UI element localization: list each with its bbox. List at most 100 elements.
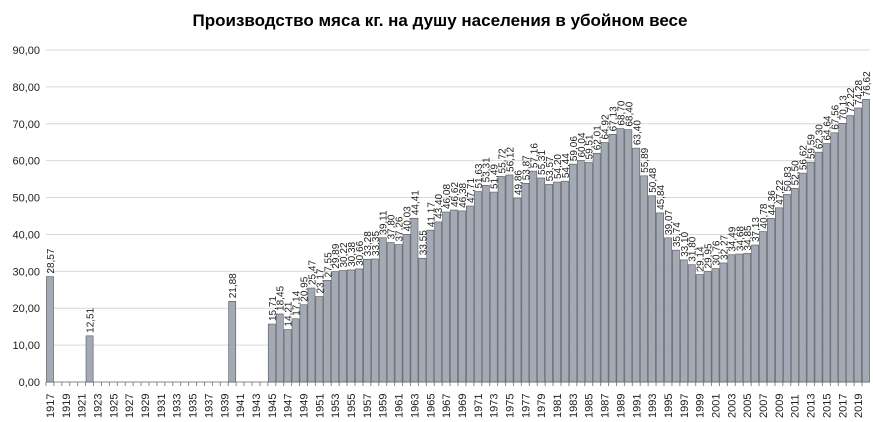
value-label: 14,21 (284, 301, 295, 326)
value-label: 54,44 (561, 153, 572, 178)
bar (624, 129, 633, 383)
value-label: 32,27 (719, 234, 730, 259)
x-tick-label: 2001 (711, 394, 723, 418)
bar (576, 160, 585, 383)
value-label: 50,83 (783, 166, 794, 191)
y-tick-label: 0,00 (19, 377, 40, 389)
value-label: 56,12 (506, 147, 517, 172)
bar (814, 151, 823, 383)
bar (608, 134, 617, 383)
value-label: 41,17 (426, 202, 437, 227)
value-label: 74,28 (854, 80, 865, 105)
value-label: 15,71 (268, 296, 279, 321)
x-tick-label: 1997 (679, 394, 691, 418)
value-label: 67,13 (609, 106, 620, 131)
bar (687, 264, 696, 383)
value-label: 20,95 (300, 276, 311, 301)
bar (521, 182, 530, 383)
value-label: 60,04 (577, 132, 588, 157)
value-label: 33,10 (680, 231, 691, 256)
x-tick-label: 2015 (821, 394, 833, 418)
x-tick-label: 1981 (552, 394, 564, 418)
bar (410, 217, 419, 383)
value-label: 49,86 (513, 170, 524, 195)
bar (458, 210, 466, 383)
value-label: 40,03 (403, 206, 414, 231)
value-label: 55,89 (640, 147, 651, 172)
x-tick-label: 1951 (314, 394, 326, 418)
x-tick-label: 1983 (568, 394, 580, 418)
x-tick-label: 1969 (457, 394, 469, 418)
x-tick-label: 1971 (473, 394, 485, 418)
bar (228, 300, 237, 383)
bar (782, 194, 791, 383)
x-tick-label: 2017 (837, 394, 849, 418)
y-tick-label: 10,00 (12, 340, 40, 352)
bar (759, 231, 767, 383)
y-tick-label: 50,00 (12, 193, 40, 205)
x-tick-label: 1955 (346, 394, 358, 418)
x-tick-label: 2013 (806, 394, 818, 418)
y-tick-label: 30,00 (12, 266, 40, 278)
value-label: 29,95 (704, 243, 715, 268)
x-tick-label: 1949 (299, 394, 311, 418)
x-tick-label: 2007 (758, 394, 770, 418)
value-label: 12,51 (86, 307, 97, 332)
x-tick-label: 1941 (235, 394, 247, 418)
bar (315, 296, 324, 383)
value-label: 28,57 (46, 248, 57, 273)
bar (46, 276, 54, 383)
value-label: 64,92 (601, 114, 612, 139)
x-tick-label: 1965 (425, 394, 437, 418)
bar (648, 195, 656, 383)
value-label: 59,51 (585, 134, 596, 159)
value-label: 57,16 (529, 143, 540, 168)
value-label: 39,11 (379, 210, 390, 235)
y-tick-label: 90,00 (12, 45, 40, 57)
bar (545, 184, 553, 383)
x-tick-label: 1993 (647, 394, 659, 418)
value-label: 76,62 (862, 71, 873, 96)
bar (331, 271, 340, 383)
value-label: 25,47 (307, 260, 318, 285)
x-tick-label: 1919 (61, 394, 73, 418)
value-label: 70,13 (838, 95, 849, 120)
x-tick-label: 2003 (726, 394, 738, 418)
x-tick-label: 1963 (409, 394, 421, 418)
bar (584, 162, 593, 383)
value-label: 40,78 (759, 203, 770, 228)
x-tick-label: 1947 (283, 394, 295, 418)
x-tick-label: 1999 (695, 394, 707, 418)
bar (418, 257, 427, 383)
value-label: 51,49 (490, 164, 501, 189)
value-label: 30,76 (712, 240, 723, 265)
x-tick-label: 1979 (536, 394, 548, 418)
bar (339, 270, 347, 383)
bar (798, 172, 807, 383)
bar (822, 143, 831, 383)
value-label: 35,74 (672, 222, 683, 247)
value-label: 30,22 (339, 242, 350, 267)
bar (695, 274, 704, 383)
value-label: 34,85 (743, 225, 754, 250)
value-label: 55,31 (537, 150, 548, 175)
value-label: 30,66 (355, 240, 366, 265)
y-tick-label: 80,00 (12, 82, 40, 94)
value-label: 62,30 (815, 124, 826, 149)
value-label: 59,06 (569, 136, 580, 161)
value-label: 31,80 (688, 236, 699, 261)
y-tick-label: 70,00 (12, 119, 40, 131)
x-tick-label: 1959 (378, 394, 390, 418)
x-tick-label: 1985 (584, 394, 596, 418)
x-tick-label: 1957 (362, 394, 374, 418)
x-tick-label: 1989 (615, 394, 627, 418)
value-label: 37,26 (395, 216, 406, 241)
x-tick-label: 2019 (853, 394, 865, 418)
value-label: 43,40 (434, 193, 445, 218)
bar (481, 185, 490, 383)
value-label: 59,59 (807, 134, 818, 159)
bar (442, 211, 450, 383)
value-label: 62,01 (593, 125, 604, 150)
bar (85, 335, 94, 383)
